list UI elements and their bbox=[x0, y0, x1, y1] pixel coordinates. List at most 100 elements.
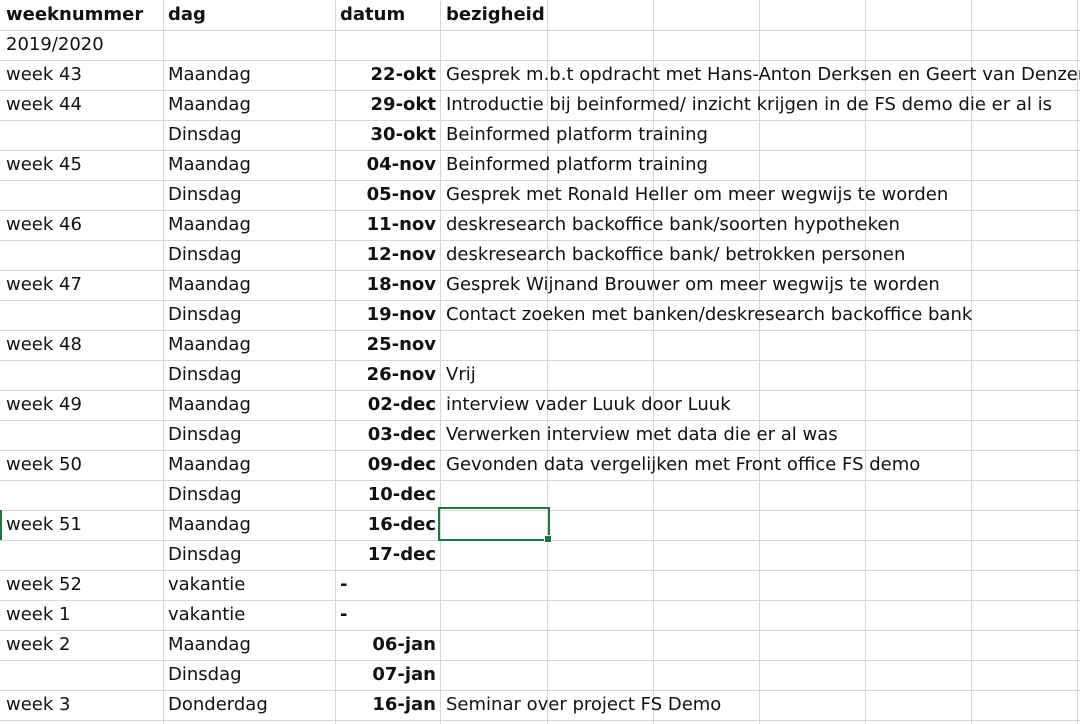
cell-dag[interactable]: Dinsdag bbox=[168, 304, 242, 325]
column-divider bbox=[163, 0, 164, 724]
cell-weeknummer[interactable]: week 45 bbox=[6, 154, 82, 175]
cell-weeknummer[interactable]: week 43 bbox=[6, 64, 82, 85]
cell-datum[interactable]: 07-jan bbox=[372, 664, 436, 685]
cell-dag[interactable]: Dinsdag bbox=[168, 244, 242, 265]
cell-weeknummer[interactable]: week 50 bbox=[6, 454, 82, 475]
column-divider bbox=[440, 0, 441, 724]
cell-dag[interactable]: vakantie bbox=[168, 574, 246, 595]
cell-dag[interactable]: Dinsdag bbox=[168, 664, 242, 685]
cell-bezigheid[interactable]: Gesprek m.b.t opdracht met Hans-Anton De… bbox=[446, 64, 1080, 85]
cell-dag[interactable]: Dinsdag bbox=[168, 184, 242, 205]
cell-datum[interactable]: 11-nov bbox=[366, 214, 436, 235]
cell-dag[interactable]: Maandag bbox=[168, 634, 251, 655]
row-divider bbox=[0, 690, 1080, 691]
cell-dag[interactable]: Maandag bbox=[168, 454, 251, 475]
cell-weeknummer[interactable]: week 48 bbox=[6, 334, 82, 355]
cell-datum[interactable] bbox=[340, 30, 436, 60]
cell-dag[interactable]: vakantie bbox=[168, 604, 246, 625]
fill-handle[interactable] bbox=[544, 535, 552, 543]
table-row: week 51 Maandag 16-dec bbox=[0, 510, 1080, 540]
cell-bezigheid[interactable]: Contact zoeken met banken/deskresearch b… bbox=[446, 304, 973, 325]
cell-weeknummer[interactable]: week 2 bbox=[6, 634, 71, 655]
cell-bezigheid[interactable]: Seminar over project FS Demo bbox=[446, 694, 722, 715]
header-bezigheid[interactable]: bezigheid bbox=[446, 4, 545, 25]
table-row: week 48 Maandag 25-nov bbox=[0, 330, 1080, 360]
cell-datum[interactable]: 18-nov bbox=[366, 274, 436, 295]
cell-dag[interactable]: Donderdag bbox=[168, 694, 268, 715]
cell-datum[interactable]: 29-okt bbox=[370, 94, 436, 115]
cell-dag[interactable]: Dinsdag bbox=[168, 124, 242, 145]
cell-dag[interactable]: Maandag bbox=[168, 64, 251, 85]
cell-datum[interactable]: 16-dec bbox=[367, 514, 436, 535]
cell-bezigheid[interactable]: Gevonden data vergelijken met Front offi… bbox=[446, 454, 921, 475]
cell-datum[interactable]: 16-jan bbox=[372, 694, 436, 715]
cell-datum[interactable]: 26-nov bbox=[366, 364, 436, 385]
row-divider bbox=[0, 510, 1080, 511]
cell-dag[interactable]: Maandag bbox=[168, 394, 251, 415]
row-divider bbox=[0, 360, 1080, 361]
cell-bezigheid[interactable]: Gesprek Wijnand Brouwer om meer wegwijs … bbox=[446, 274, 940, 295]
row-divider bbox=[0, 180, 1080, 181]
row-divider bbox=[0, 300, 1080, 301]
cell-weeknummer[interactable]: week 52 bbox=[6, 574, 82, 595]
cell-dag[interactable]: Dinsdag bbox=[168, 544, 242, 565]
cell-datum[interactable]: 30-okt bbox=[370, 124, 436, 145]
selected-cell[interactable] bbox=[438, 507, 550, 541]
row-divider bbox=[0, 450, 1080, 451]
row-divider bbox=[0, 210, 1080, 211]
cell-weeknummer[interactable]: week 51 bbox=[6, 514, 82, 535]
cell-weeknummer[interactable]: week 49 bbox=[6, 394, 82, 415]
cell-datum[interactable]: 04-nov bbox=[366, 154, 436, 175]
cell-dag[interactable]: Dinsdag bbox=[168, 364, 242, 385]
row-divider bbox=[0, 90, 1080, 91]
row-divider bbox=[0, 480, 1080, 481]
cell-dag[interactable]: Maandag bbox=[168, 214, 251, 235]
header-row: weeknummer dag datum bezigheid bbox=[0, 0, 1080, 30]
cell-datum[interactable]: 10-dec bbox=[367, 484, 436, 505]
cell-datum[interactable]: - bbox=[340, 604, 348, 625]
cell-datum[interactable]: 05-nov bbox=[366, 184, 436, 205]
cell-bezigheid[interactable]: Gesprek met Ronald Heller om meer wegwij… bbox=[446, 184, 949, 205]
cell-datum[interactable]: 09-dec bbox=[367, 454, 436, 475]
table-row: week 44 Maandag 29-okt Introductie bij bein… bbox=[0, 90, 1080, 120]
cell-datum[interactable]: 12-nov bbox=[366, 244, 436, 265]
cell-bezigheid[interactable]: Beinformed platform training bbox=[446, 154, 708, 175]
cell-datum[interactable]: 17-dec bbox=[367, 544, 436, 565]
cell-bezigheid[interactable]: interview vader Luuk door Luuk bbox=[446, 394, 731, 415]
cell-bezigheid[interactable]: Vrij bbox=[446, 364, 476, 385]
cell-dag[interactable]: Dinsdag bbox=[168, 484, 242, 505]
cell-dag[interactable]: Maandag bbox=[168, 274, 251, 295]
row-divider bbox=[0, 330, 1080, 331]
active-row-marker bbox=[0, 510, 2, 540]
cell-datum[interactable]: 19-nov bbox=[366, 304, 436, 325]
cell-datum[interactable]: 25-nov bbox=[366, 334, 436, 355]
cell-datum[interactable]: 22-okt bbox=[370, 64, 436, 85]
row-divider bbox=[0, 150, 1080, 151]
cell-bezigheid[interactable]: deskresearch backoffice bank/ betrokken … bbox=[446, 244, 906, 265]
cell-dag[interactable]: Maandag bbox=[168, 514, 251, 535]
cell-bezigheid[interactable]: Beinformed platform training bbox=[446, 124, 708, 145]
cell-dag[interactable]: Maandag bbox=[168, 334, 251, 355]
header-weeknummer[interactable]: weeknummer bbox=[6, 4, 144, 25]
cell-weeknummer[interactable]: week 44 bbox=[6, 94, 82, 115]
cell-dag[interactable]: Maandag bbox=[168, 154, 251, 175]
cell-bezigheid[interactable]: Introductie bij beinformed/ inzicht krij… bbox=[446, 94, 1052, 115]
cell-datum[interactable]: - bbox=[340, 574, 348, 595]
cell-bezigheid[interactable]: Verwerken interview met data die er al w… bbox=[446, 424, 838, 445]
table-row: week 50 Maandag 09-dec Gevonden data vergel… bbox=[0, 450, 1080, 480]
cell-weeknummer[interactable]: week 46 bbox=[6, 214, 82, 235]
cell-datum[interactable]: 06-jan bbox=[372, 634, 436, 655]
cell-datum[interactable]: 03-dec bbox=[367, 424, 436, 445]
table-row: Dinsdag 26-nov Vrij bbox=[0, 360, 1080, 390]
cell-weeknummer[interactable]: week 3 bbox=[6, 694, 71, 715]
cell-dag[interactable]: Dinsdag bbox=[168, 424, 242, 445]
cell-dag[interactable]: Maandag bbox=[168, 94, 251, 115]
cell-weeknummer[interactable]: week 1 bbox=[6, 604, 71, 625]
cell-bezigheid[interactable]: deskresearch backoffice bank/soorten hyp… bbox=[446, 214, 900, 235]
header-datum[interactable]: datum bbox=[340, 4, 406, 25]
column-divider bbox=[865, 0, 866, 724]
cell-weeknummer[interactable]: week 47 bbox=[6, 274, 82, 295]
header-dag[interactable]: dag bbox=[168, 4, 206, 25]
cell-datum[interactable]: 02-dec bbox=[367, 394, 436, 415]
cell-weeknummer[interactable]: 2019/2020 bbox=[6, 34, 104, 55]
